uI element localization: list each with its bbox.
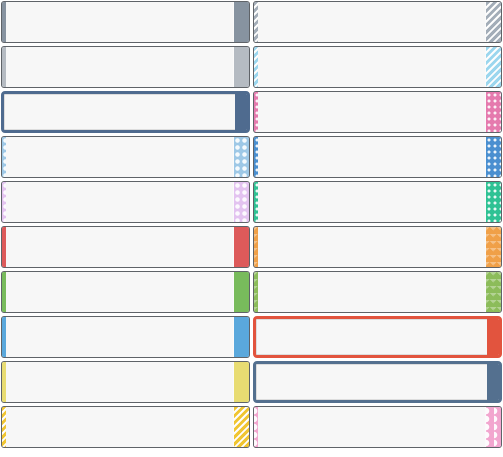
frame-left-accent bbox=[2, 137, 6, 177]
frame-left-accent bbox=[254, 47, 258, 87]
frame-right-accent bbox=[486, 92, 501, 132]
frame-teal-dots[interactable] bbox=[253, 181, 502, 223]
frame-left-accent bbox=[2, 272, 6, 312]
frame-left-accent bbox=[254, 227, 258, 267]
frame-blue-dots-dark[interactable] bbox=[253, 136, 502, 178]
frame-right-accent bbox=[234, 227, 249, 267]
frame-gold-stripes[interactable] bbox=[1, 406, 250, 448]
frame-left-accent bbox=[2, 47, 6, 87]
frame-green-zigzag[interactable] bbox=[253, 271, 502, 313]
frame-left-accent bbox=[254, 182, 258, 222]
frame-left-accent bbox=[254, 92, 258, 132]
frame-left-accent bbox=[2, 2, 6, 42]
frame-right-edge bbox=[233, 272, 234, 312]
frame-slate-solid[interactable] bbox=[253, 361, 502, 403]
frame-right-edge bbox=[233, 227, 234, 267]
frame-right-accent bbox=[234, 182, 249, 222]
frame-right-edge bbox=[485, 272, 486, 312]
frame-left-accent bbox=[254, 272, 258, 312]
frame-right-edge bbox=[233, 137, 234, 177]
frame-right-accent bbox=[486, 182, 501, 222]
frame-right-accent bbox=[234, 407, 249, 447]
frame-right-accent bbox=[234, 2, 249, 42]
frame-right-accent bbox=[486, 47, 501, 87]
frame-left-accent bbox=[2, 407, 6, 447]
frame-left-accent bbox=[254, 2, 258, 42]
frame-left-accent bbox=[2, 362, 6, 402]
frame-right-accent bbox=[234, 137, 249, 177]
frame-right-accent bbox=[487, 319, 499, 355]
frame-right-accent bbox=[234, 317, 249, 357]
frame-right-accent bbox=[486, 407, 501, 447]
frame-navy-solid[interactable] bbox=[1, 91, 250, 133]
frame-gray-stripes[interactable] bbox=[253, 1, 502, 43]
frame-right-edge bbox=[485, 2, 486, 42]
frame-right-edge bbox=[485, 407, 486, 447]
frame-right-accent bbox=[486, 2, 501, 42]
frame-pink-dots[interactable] bbox=[253, 91, 502, 133]
frame-gray-light[interactable] bbox=[1, 46, 250, 88]
frame-right-edge bbox=[485, 137, 486, 177]
frame-right-accent bbox=[235, 94, 247, 130]
frame-gray-steel[interactable] bbox=[1, 1, 250, 43]
frame-right-edge bbox=[233, 182, 234, 222]
frame-blue[interactable] bbox=[1, 316, 250, 358]
frame-right-edge bbox=[233, 407, 234, 447]
frame-right-edge bbox=[485, 182, 486, 222]
frame-left-accent bbox=[2, 317, 6, 357]
frame-right-edge bbox=[233, 362, 234, 402]
frame-right-accent bbox=[234, 272, 249, 312]
frame-right-edge bbox=[233, 317, 234, 357]
frame-lilac-dots[interactable] bbox=[1, 181, 250, 223]
frame-sky-stripes[interactable] bbox=[253, 46, 502, 88]
frame-red[interactable] bbox=[1, 226, 250, 268]
frame-right-edge bbox=[233, 2, 234, 42]
frame-right-accent bbox=[486, 227, 501, 267]
frame-blue-dots[interactable] bbox=[1, 136, 250, 178]
frame-yellow[interactable] bbox=[1, 361, 250, 403]
frame-right-accent bbox=[487, 364, 499, 400]
frame-right-edge bbox=[485, 92, 486, 132]
frame-left-accent bbox=[2, 227, 6, 267]
frame-orange-zigzag[interactable] bbox=[253, 226, 502, 268]
frame-right-accent bbox=[234, 47, 249, 87]
frame-right-accent bbox=[486, 137, 501, 177]
frame-right-accent bbox=[486, 272, 501, 312]
frame-pink-lace[interactable] bbox=[253, 406, 502, 448]
frame-left-accent bbox=[254, 407, 258, 447]
frame-green[interactable] bbox=[1, 271, 250, 313]
frame-right-edge bbox=[233, 47, 234, 87]
frame-left-accent bbox=[2, 182, 6, 222]
frame-right-accent bbox=[234, 362, 249, 402]
frame-right-edge bbox=[485, 227, 486, 267]
frame-red-orange-solid[interactable] bbox=[253, 316, 502, 358]
frame-right-edge bbox=[485, 47, 486, 87]
frame-left-accent bbox=[254, 137, 258, 177]
